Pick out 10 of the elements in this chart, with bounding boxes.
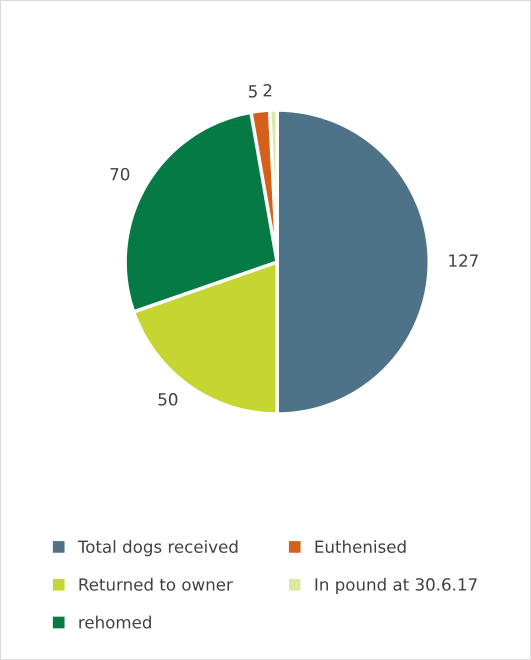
data-label: 70 [110, 168, 130, 180]
legend-label: Euthenised [316, 540, 406, 553]
data-label: 127 [449, 254, 478, 267]
data-label: 50 [158, 393, 178, 406]
legend-label: Returned to owner [80, 578, 233, 591]
legend-label: In pound at 30.6.17 [316, 578, 477, 594]
data-label: 2 [264, 84, 272, 96]
legend-label: rehomed [79, 616, 151, 629]
legend-label: Total dogs received [78, 540, 238, 556]
data-label: 5 [248, 85, 257, 98]
